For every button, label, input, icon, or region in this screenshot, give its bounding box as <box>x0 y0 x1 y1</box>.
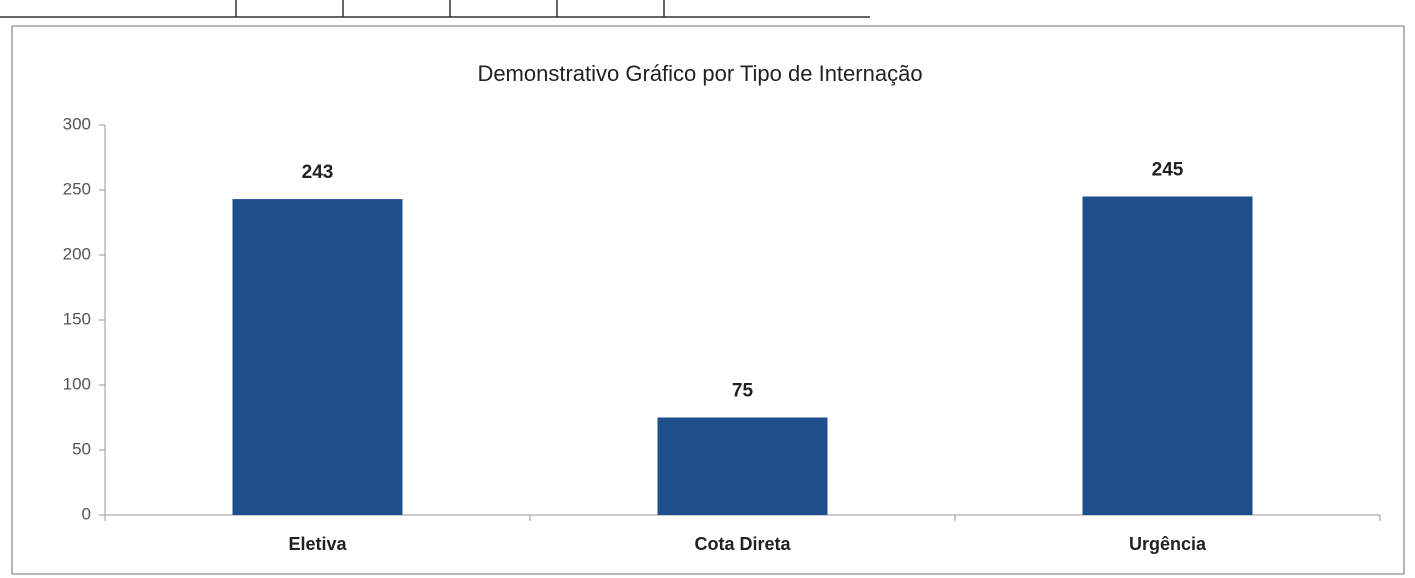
y-tick-label: 0 <box>82 504 91 523</box>
bar <box>232 199 403 515</box>
x-tick-label: Cota Direta <box>694 534 791 554</box>
chart-title: Demonstrativo Gráfico por Tipo de Intern… <box>477 61 922 86</box>
value-label: 75 <box>732 381 754 402</box>
table-fragment <box>0 0 870 18</box>
y-tick-label: 50 <box>72 439 91 458</box>
y-tick-label: 100 <box>63 374 91 393</box>
y-tick-label: 150 <box>63 309 91 328</box>
value-label: 245 <box>1152 160 1184 181</box>
x-tick-label: Eletiva <box>288 534 347 554</box>
x-tick-label: Urgência <box>1129 534 1207 554</box>
bar <box>1082 196 1253 515</box>
y-tick-label: 300 <box>63 114 91 133</box>
y-tick-label: 250 <box>63 179 91 198</box>
y-tick-label: 200 <box>63 244 91 263</box>
value-label: 243 <box>302 162 334 183</box>
chart-frame <box>11 25 1405 575</box>
bar <box>657 417 828 515</box>
